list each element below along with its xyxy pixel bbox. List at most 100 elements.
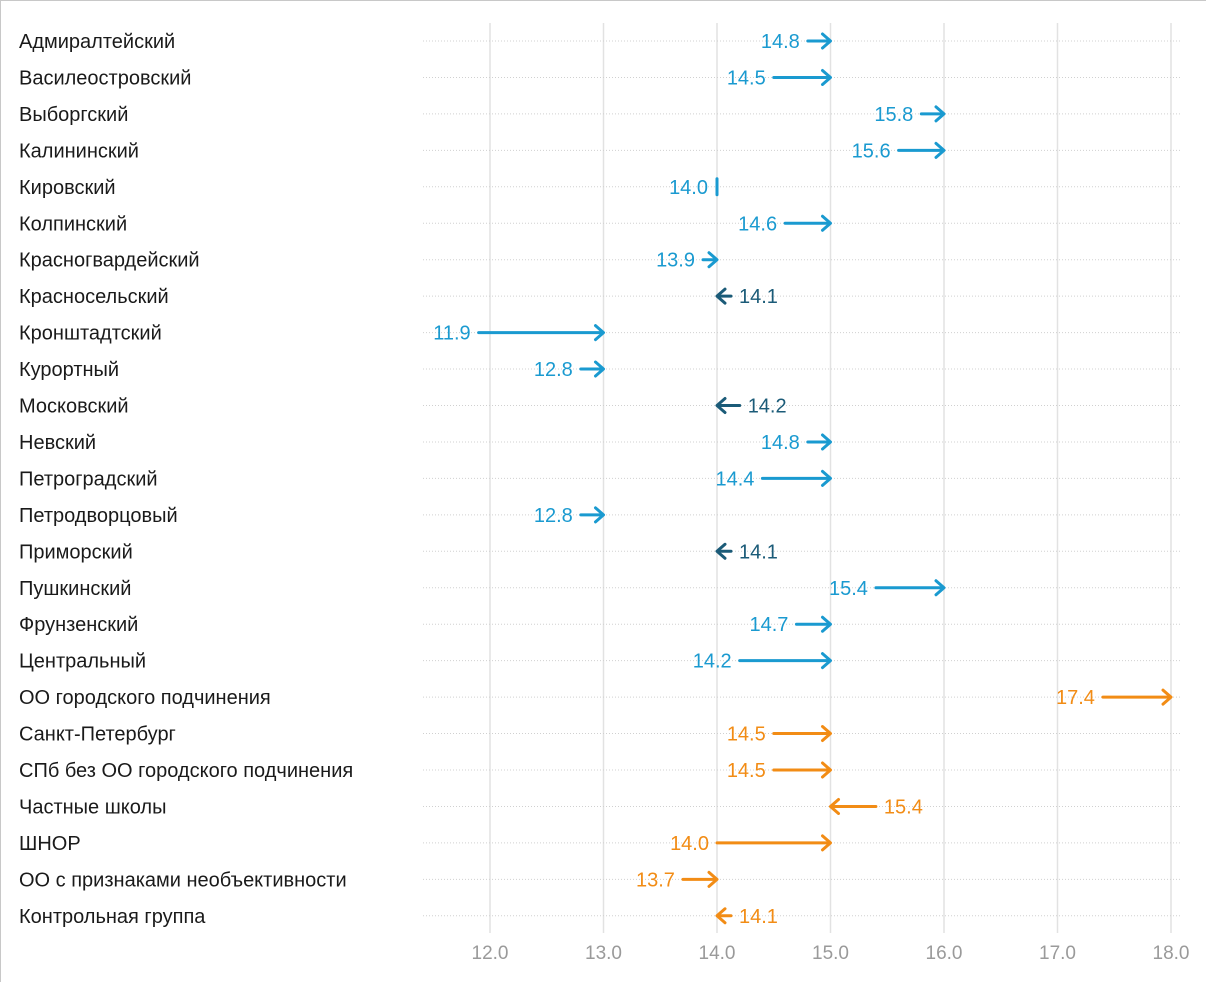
arrow-head	[821, 214, 832, 232]
chart-row: Петродворцовый 12.8	[19, 505, 1181, 527]
row-label: Красногвардейский	[19, 250, 200, 272]
row-label: Петроградский	[19, 468, 158, 490]
row-label: Кировский	[19, 177, 116, 199]
value-label: 11.9	[433, 323, 470, 345]
value-label: 14.0	[670, 833, 709, 855]
value-label: 15.8	[874, 104, 913, 126]
row-label: Красносельский	[19, 286, 169, 308]
chart-row: Приморский 14.1	[19, 541, 1181, 563]
chart-row: Красносельский 14.1	[19, 286, 1181, 308]
arrow-head	[934, 141, 946, 159]
value-label: 14.4	[715, 468, 754, 490]
arrow-head	[594, 506, 605, 524]
arrow-head	[821, 652, 832, 670]
value-label: 14.2	[693, 651, 732, 673]
chart-row: Выборгский 15.8	[19, 104, 1181, 126]
value-label: 14.5	[727, 760, 766, 782]
arrow-head	[821, 615, 832, 633]
chart-row: Адмиралтейский 14.8	[19, 31, 1181, 53]
value-label: 13.7	[636, 869, 675, 891]
value-label: 14.8	[761, 432, 800, 454]
arrow-head	[934, 105, 946, 123]
arrow-head	[715, 907, 727, 925]
chart-row: Кронштадтский 11.9	[19, 323, 1181, 345]
arrow-head	[707, 251, 719, 269]
value-label: 14.0	[669, 177, 708, 199]
arrow-head	[1161, 688, 1173, 706]
chart-row: Контрольная группа 14.1	[19, 906, 1181, 928]
x-axis-ticks: 12.0 13.0 14.0 15.0 16.0 17.0 18.0	[472, 943, 1190, 964]
chart-row: Центральный 14.2	[19, 651, 1181, 673]
arrow-head	[715, 287, 727, 305]
value-label: 12.8	[534, 505, 573, 527]
chart-row: СПб без ОО городского подчинения 14.5	[19, 760, 1181, 782]
row-label: Адмиралтейский	[19, 31, 175, 53]
value-label: 14.6	[738, 213, 777, 235]
row-label: Санкт-Петербург	[19, 724, 176, 746]
row-label: Невский	[19, 432, 96, 454]
arrow-head	[829, 797, 840, 815]
row-label: Центральный	[19, 651, 146, 673]
value-label: 14.1	[739, 541, 778, 563]
chart-row: Фрунзенский 14.7	[19, 614, 1181, 636]
chart-row: Калининский 15.6	[19, 140, 1181, 162]
chart-row: Московский 14.2	[19, 396, 1181, 418]
value-label: 13.9	[656, 250, 695, 272]
arrow-head	[594, 360, 605, 378]
arrow-head	[715, 397, 727, 414]
x-tick-label: 13.0	[585, 943, 622, 964]
value-label: 14.5	[727, 724, 766, 746]
chart-row: Василеостровский 14.5	[19, 67, 1181, 89]
value-label: 14.1	[739, 286, 778, 308]
chart-row: Частные школы 15.4	[19, 796, 1181, 818]
value-label: 15.4	[884, 796, 923, 818]
row-label: Частные школы	[19, 796, 166, 818]
x-tick-label: 17.0	[1039, 943, 1076, 964]
row-label: Выборгский	[19, 104, 128, 126]
value-label: 15.4	[829, 578, 868, 600]
chart-row: Санкт-Петербург 14.5	[19, 724, 1181, 746]
chart-row: ШНОР 14.0	[19, 833, 1181, 855]
row-label: Курортный	[19, 359, 119, 381]
value-label: 17.4	[1056, 687, 1095, 709]
arrow-head	[821, 32, 832, 50]
value-label: 14.1	[739, 906, 778, 928]
arrow-head	[594, 324, 605, 342]
x-tick-label: 18.0	[1153, 943, 1190, 964]
value-label: 12.8	[534, 359, 573, 381]
row-label: Контрольная группа	[19, 906, 206, 928]
row-label: Калининский	[19, 140, 139, 162]
arrow-head	[715, 542, 727, 560]
row-label: Приморский	[19, 541, 133, 563]
row-label: Пушкинский	[19, 578, 131, 600]
row-label: Петродворцовый	[19, 505, 178, 527]
value-label: 15.6	[852, 140, 891, 162]
chart-row: Красногвардейский 13.9	[19, 250, 1181, 272]
arrow-head	[821, 68, 832, 86]
row-label: Василеостровский	[19, 67, 191, 89]
x-tick-label: 14.0	[699, 943, 736, 964]
x-tick-label: 12.0	[472, 943, 509, 964]
chart-row: ОО городского подчинения 17.4	[19, 687, 1181, 709]
value-label: 14.7	[750, 614, 789, 636]
chart-row: Кировский 14.0	[19, 177, 1181, 199]
arrow-head	[821, 725, 832, 743]
row-label: ОО городского подчинения	[19, 687, 271, 709]
x-tick-label: 16.0	[926, 943, 963, 964]
row-label: ОО с признаками необъективности	[19, 869, 347, 891]
arrow-head	[821, 433, 832, 451]
chart-row: Невский 14.8	[19, 432, 1181, 454]
value-label: 14.2	[748, 396, 787, 418]
chart-row: Курортный 12.8	[19, 359, 1181, 381]
x-tick-label: 15.0	[812, 943, 849, 964]
chart-row: ОО с признаками необъективности 13.7	[19, 869, 1181, 891]
value-label: 14.8	[761, 31, 800, 53]
row-label: Кронштадтский	[19, 323, 162, 345]
chart-row: Петроградский 14.4	[19, 468, 1181, 490]
arrow-head	[821, 469, 832, 487]
row-label: СПб без ОО городского подчинения	[19, 760, 353, 782]
row-label: Колпинский	[19, 213, 127, 235]
row-label: Московский	[19, 396, 129, 418]
